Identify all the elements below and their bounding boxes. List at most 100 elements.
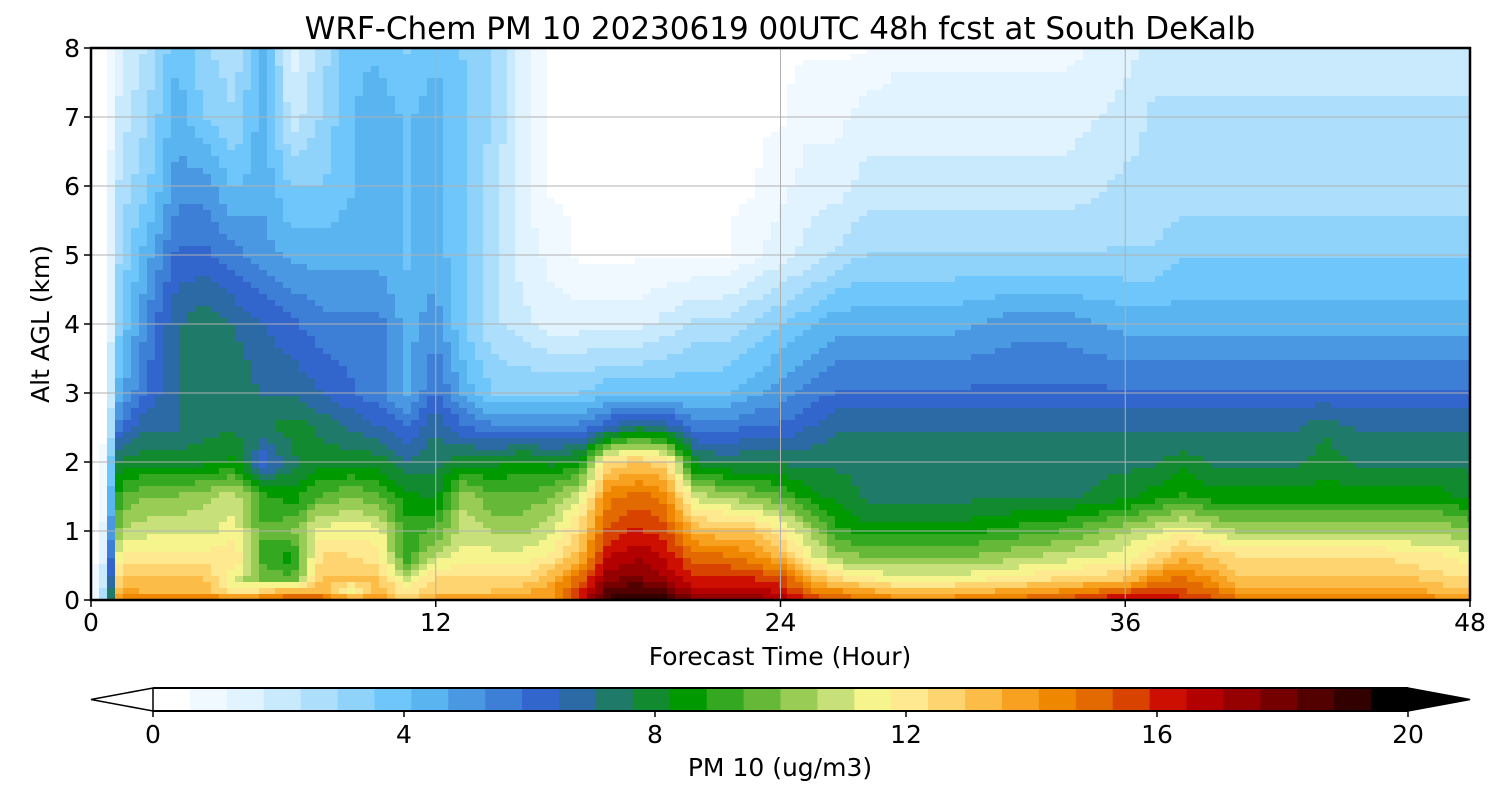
heatmap-cell xyxy=(1435,156,1444,163)
heatmap-cell xyxy=(1315,174,1324,181)
heatmap-cell xyxy=(547,84,556,91)
heatmap-cell xyxy=(603,132,612,139)
heatmap-cell xyxy=(1283,210,1292,217)
heatmap-cell xyxy=(1307,72,1316,79)
heatmap-cell xyxy=(707,132,716,139)
heatmap-cell xyxy=(387,132,396,139)
heatmap-cell xyxy=(675,72,684,79)
heatmap-cell xyxy=(275,198,284,205)
heatmap-cell xyxy=(123,144,132,151)
heatmap-cell xyxy=(803,186,812,193)
heatmap-cell xyxy=(843,174,852,181)
heatmap-cell xyxy=(667,180,676,187)
heatmap-cell xyxy=(1171,126,1180,133)
heatmap-cell xyxy=(259,90,268,97)
heatmap-cell xyxy=(971,150,980,157)
heatmap-cell xyxy=(275,168,284,175)
heatmap-cell xyxy=(507,102,516,109)
heatmap-cell xyxy=(1355,210,1364,217)
heatmap-cell xyxy=(1043,216,1052,223)
heatmap-cell xyxy=(123,120,132,127)
heatmap-cell xyxy=(699,150,708,157)
heatmap-cell xyxy=(1323,156,1332,163)
heatmap-cell xyxy=(995,108,1004,115)
heatmap-cell xyxy=(635,60,644,67)
heatmap-cell xyxy=(739,72,748,79)
heatmap-cell xyxy=(643,66,652,73)
heatmap-cell xyxy=(1347,108,1356,115)
heatmap-cell xyxy=(771,54,780,61)
heatmap-cell xyxy=(643,180,652,187)
heatmap-cell xyxy=(1283,156,1292,163)
heatmap-cell xyxy=(1099,132,1108,139)
heatmap-cell xyxy=(563,144,572,151)
heatmap-cell xyxy=(371,108,380,115)
heatmap-cell xyxy=(979,192,988,199)
heatmap-cell xyxy=(1427,144,1436,151)
heatmap-cell xyxy=(819,156,828,163)
heatmap-cell xyxy=(523,90,532,97)
heatmap-cell xyxy=(1403,210,1412,217)
heatmap-cell xyxy=(1403,84,1412,91)
heatmap-cell xyxy=(1355,96,1364,103)
heatmap-cell xyxy=(827,48,836,55)
heatmap-cell xyxy=(427,90,436,97)
heatmap-cell xyxy=(1387,138,1396,145)
heatmap-cell xyxy=(1171,210,1180,217)
heatmap-cell xyxy=(1427,96,1436,103)
heatmap-cell xyxy=(1051,138,1060,145)
heatmap-cell xyxy=(379,78,388,85)
heatmap-cell xyxy=(475,198,484,205)
heatmap-cell xyxy=(683,204,692,211)
heatmap-cell xyxy=(315,180,324,187)
heatmap-cell xyxy=(1123,78,1132,85)
heatmap-cell xyxy=(787,108,796,115)
heatmap-cell xyxy=(1123,108,1132,115)
heatmap-cell xyxy=(1435,102,1444,109)
heatmap-cell xyxy=(699,138,708,145)
heatmap-cell xyxy=(1339,126,1348,133)
heatmap-cell xyxy=(931,192,940,199)
heatmap-cell xyxy=(1075,216,1084,223)
heatmap-cell xyxy=(899,54,908,61)
heatmap-cell xyxy=(547,126,556,133)
heatmap-cell xyxy=(235,120,244,127)
heatmap-cell xyxy=(507,132,516,139)
heatmap-cell xyxy=(1139,150,1148,157)
heatmap-cell xyxy=(651,180,660,187)
heatmap-cell xyxy=(979,180,988,187)
heatmap-cell xyxy=(251,168,260,175)
heatmap-cell xyxy=(435,198,444,205)
heatmap-cell xyxy=(515,204,524,211)
heatmap-cell xyxy=(619,96,628,103)
heatmap-cell xyxy=(475,120,484,127)
heatmap-cell xyxy=(771,210,780,217)
heatmap-cell xyxy=(339,72,348,79)
heatmap-cell xyxy=(563,54,572,61)
heatmap-cell xyxy=(1315,132,1324,139)
heatmap-cell xyxy=(531,108,540,115)
heatmap-cell xyxy=(1027,138,1036,145)
heatmap-cell xyxy=(275,120,284,127)
heatmap-cell xyxy=(499,78,508,85)
heatmap-cell xyxy=(811,144,820,151)
heatmap-cell xyxy=(1099,72,1108,79)
heatmap-cell xyxy=(1027,66,1036,73)
heatmap-cell xyxy=(867,90,876,97)
heatmap-cell xyxy=(883,156,892,163)
heatmap-cell xyxy=(1395,144,1404,151)
heatmap-cell xyxy=(571,156,580,163)
heatmap-cell xyxy=(163,162,172,169)
heatmap-cell xyxy=(187,216,196,223)
heatmap-cell xyxy=(1115,90,1124,97)
heatmap-cell xyxy=(579,198,588,205)
heatmap-cell xyxy=(603,156,612,163)
heatmap-cell xyxy=(1035,180,1044,187)
heatmap-cell xyxy=(683,168,692,175)
heatmap-cell xyxy=(211,102,220,109)
heatmap-cell xyxy=(315,102,324,109)
heatmap-cell xyxy=(1243,150,1252,157)
heatmap-cell xyxy=(475,60,484,67)
heatmap-cell xyxy=(563,132,572,139)
heatmap-cell xyxy=(627,174,636,181)
